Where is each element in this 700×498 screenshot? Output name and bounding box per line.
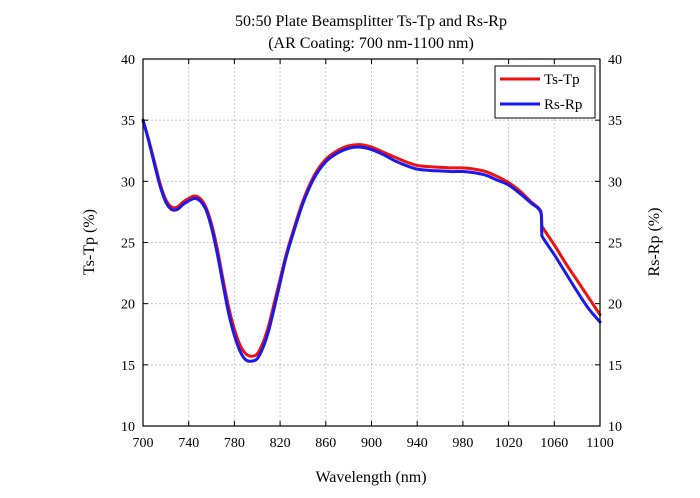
chart-subtitle: (AR Coating: 700 nm-1100 nm): [268, 35, 474, 52]
y-tick-label-right: 10: [608, 420, 622, 435]
y-tick-label-right: 30: [608, 175, 622, 190]
grid-lines: [143, 59, 600, 426]
y-tick-label-right: 35: [608, 114, 622, 129]
y-tick-label-left: 15: [121, 359, 135, 374]
y-tick-label-right: 20: [608, 298, 622, 313]
y-axis-label-right: Rs-Rp (%): [646, 208, 663, 277]
series-layer: [141, 118, 602, 363]
y-tick-label-left: 10: [121, 420, 135, 435]
y-tick-label-left: 20: [121, 298, 135, 313]
x-tick-label: 980: [452, 436, 473, 451]
x-tick-label: 900: [361, 436, 382, 451]
x-tick-label: 860: [315, 436, 336, 451]
legend-label-ts-tp: Ts-Tp: [544, 72, 580, 88]
x-tick-label: 820: [270, 436, 291, 451]
x-tick-label: 1100: [586, 436, 613, 451]
legend-box: [494, 65, 596, 119]
y-tick-label-left: 35: [121, 114, 135, 129]
x-tick-label: 1060: [540, 436, 568, 451]
y-tick-label-left: 25: [121, 237, 135, 252]
y-tick-label-right: 40: [608, 53, 622, 68]
y-tick-label-left: 40: [121, 53, 135, 68]
y-tick-label-left: 30: [121, 175, 135, 190]
chart-title: 50:50 Plate Beamsplitter Ts-Tp and Rs-Rp: [235, 13, 507, 30]
plot-frame: [142, 58, 601, 427]
x-tick-label: 700: [133, 436, 154, 451]
legend-label-rs-rp: Rs-Rp: [544, 97, 582, 113]
x-tick-label: 1020: [495, 436, 523, 451]
y-tick-label-right: 25: [608, 237, 622, 252]
x-tick-label: 740: [178, 436, 199, 451]
x-tick-label: 940: [407, 436, 428, 451]
y-axis-label-left: Ts-Tp (%): [81, 209, 98, 275]
x-tick-label: 780: [224, 436, 245, 451]
x-axis-label: Wavelength (nm): [315, 469, 426, 486]
y-tick-label-right: 15: [608, 359, 622, 374]
legend: Ts-Tp Rs-Rp: [494, 65, 596, 119]
series-line-rs-rp: [141, 118, 602, 363]
